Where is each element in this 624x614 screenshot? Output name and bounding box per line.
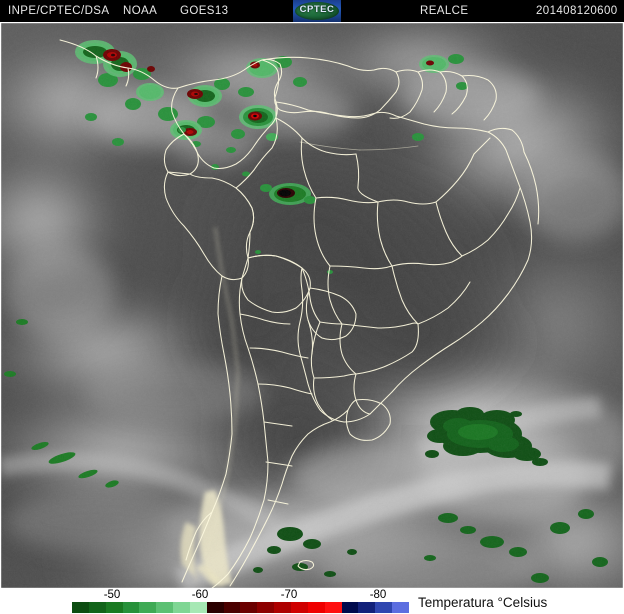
colorbar-swatch-5 [156, 602, 174, 613]
satellite-image-canvas [0, 22, 624, 589]
colorbar-tick-0: -50 [103, 589, 121, 601]
colorbar-swatch-2 [105, 602, 123, 613]
satellite-image [0, 22, 624, 589]
colorbar-swatch-4 [139, 602, 157, 613]
header-bar: INPE/CPTEC/DSA NOAA GOES13 CPTEC REALCE … [0, 0, 624, 22]
enhancement-label: REALCE [420, 5, 469, 17]
colorbar-swatch-19 [392, 602, 409, 613]
logo-text: CPTEC [299, 4, 335, 15]
colorbar-tick-2: -70 [280, 589, 298, 601]
colorbar-swatch-6 [173, 602, 190, 613]
timestamp-label: 201408120600 [536, 5, 618, 17]
colorbar-swatch-14 [307, 602, 325, 613]
image-frame-border [0, 22, 624, 589]
colorbar-swatch-17 [358, 602, 376, 613]
colorbar-swatch-10 [240, 602, 258, 613]
colorbar-swatch-13 [290, 602, 308, 613]
colorbar-swatch-8 [206, 602, 224, 613]
colorbar-swatch-18 [375, 602, 393, 613]
colorbar-title: Temperatura °Celsius [418, 595, 548, 610]
colorbar-swatch-16 [341, 602, 359, 613]
logo-globe-icon [295, 2, 339, 20]
colorbar-tick-1: -60 [191, 589, 209, 601]
legend-footer: -50 -60 -70 -80 Temperatura °Celsius [0, 589, 624, 614]
colorbar-swatch-7 [189, 602, 207, 613]
colorbar-swatch-12 [274, 602, 291, 613]
colorbar-swatch-15 [324, 602, 342, 613]
colorbar-tick-labels: -50 -60 -70 -80 [0, 589, 624, 602]
provider-label: NOAA [123, 5, 158, 17]
colorbar-swatch-11 [257, 602, 275, 613]
colorbar-swatch-0 [72, 602, 89, 613]
cptec-logo: CPTEC [293, 0, 341, 22]
colorbar-swatch-3 [122, 602, 140, 613]
colorbar-swatch-1 [88, 602, 106, 613]
colorbar-swatch-9 [223, 602, 241, 613]
satellite-label: GOES13 [180, 5, 229, 17]
image-noise-overlay-coarse [0, 22, 624, 589]
temperature-colorbar [72, 602, 409, 613]
agency-label: INPE/CPTEC/DSA [8, 5, 110, 17]
colorbar-tick-3: -80 [369, 589, 387, 601]
